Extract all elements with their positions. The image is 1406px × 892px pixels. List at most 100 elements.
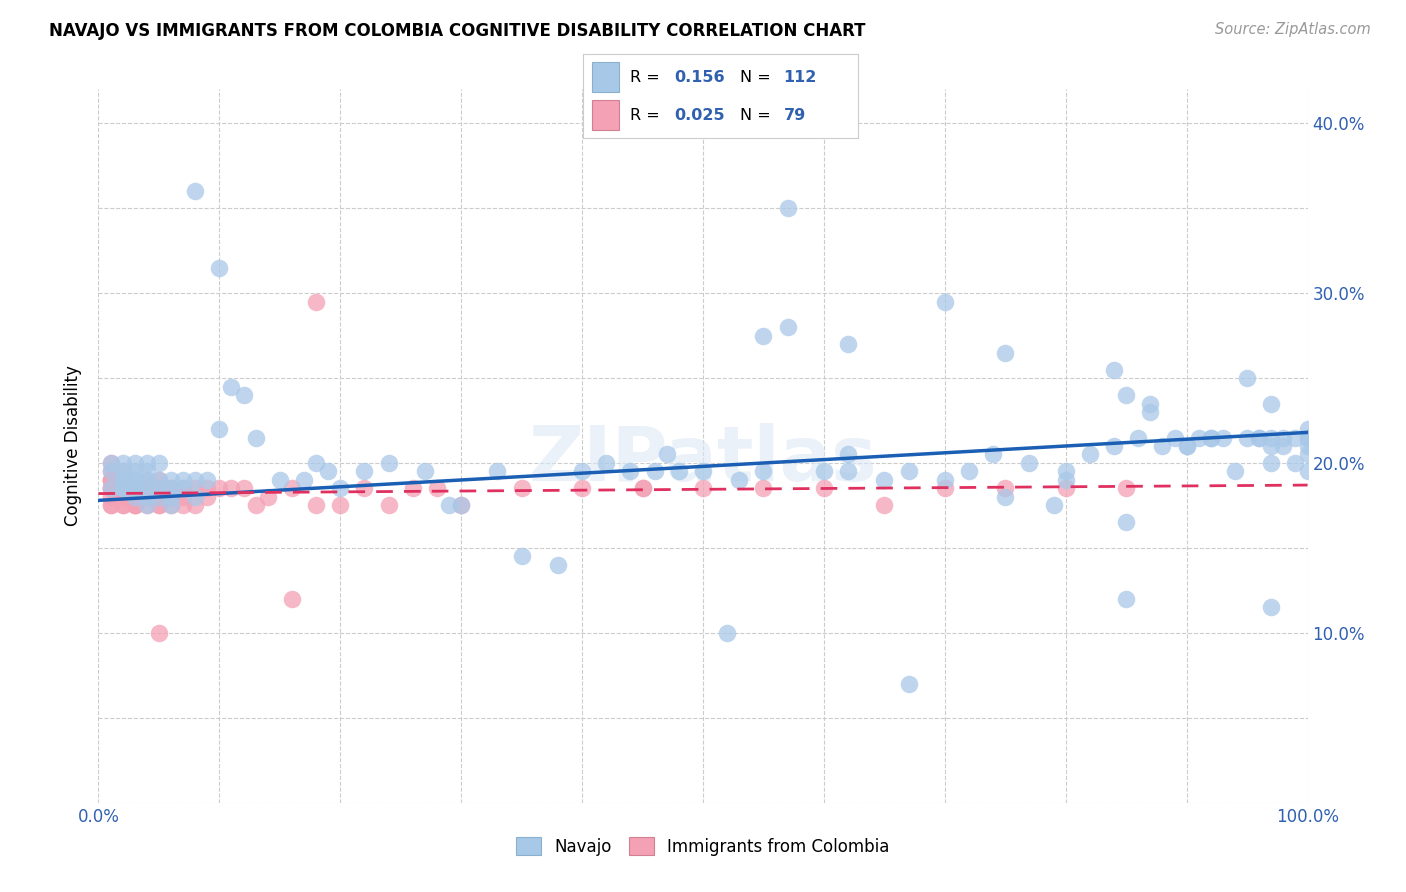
Point [124,490,146,504]
Point [160,482,183,496]
Point [292,473,315,487]
Point [1042,499,1064,513]
Point [124,499,146,513]
Point [329,482,352,496]
Point [1115,516,1137,530]
Point [100,473,122,487]
Point [1128,430,1150,444]
Point [1199,430,1222,444]
Point [1175,439,1198,453]
Point [100,465,122,479]
Point [148,482,170,496]
Point [1163,430,1185,444]
Bar [592,62,619,92]
Point [486,465,509,479]
Point [172,482,194,496]
Point [100,482,122,496]
Point [111,473,134,487]
Point [994,482,1017,496]
Point [100,482,122,496]
Point [135,465,157,479]
Point [208,422,231,436]
Point [232,388,254,402]
Point [111,456,134,470]
Point [571,465,593,479]
Point [1212,430,1234,444]
Point [305,294,328,309]
Point [1054,482,1077,496]
Point [111,499,134,513]
Point [124,482,146,496]
Point [148,499,170,513]
Point [619,465,641,479]
Legend: Navajo, Immigrants from Colombia: Navajo, Immigrants from Colombia [510,830,896,863]
Point [124,473,146,487]
Point [124,482,146,496]
Point [111,482,134,496]
Point [111,482,134,496]
Point [111,473,134,487]
Point [934,473,956,487]
Point [934,294,956,309]
Point [377,499,399,513]
Text: ZIPatlas: ZIPatlas [529,424,877,497]
Point [1260,600,1282,615]
Point [692,482,714,496]
Point [813,482,835,496]
Point [135,473,157,487]
Point [208,260,231,275]
Point [195,490,218,504]
Point [135,482,157,496]
Point [402,482,425,496]
Point [1296,448,1319,462]
Point [631,482,654,496]
Point [124,465,146,479]
Point [1296,439,1319,453]
Point [135,473,157,487]
Point [184,490,207,504]
Point [135,490,157,504]
Point [256,490,278,504]
Point [776,201,799,215]
Point [135,499,157,513]
Point [316,465,339,479]
Point [716,626,738,640]
Text: R =: R = [630,70,659,85]
Point [1188,430,1211,444]
Point [353,465,375,479]
Point [135,490,157,504]
Text: NAVAJO VS IMMIGRANTS FROM COLOMBIA COGNITIVE DISABILITY CORRELATION CHART: NAVAJO VS IMMIGRANTS FROM COLOMBIA COGNI… [49,22,866,40]
Point [135,499,157,513]
Point [148,473,170,487]
Point [1260,456,1282,470]
Point [172,482,194,496]
Point [135,482,157,496]
Point [1272,430,1295,444]
Point [1223,465,1246,479]
Point [776,320,799,334]
Point [1296,430,1319,444]
Point [837,337,859,351]
Point [124,456,146,470]
Point [195,482,218,496]
Point [160,499,183,513]
Point [1296,430,1319,444]
Text: N =: N = [740,70,770,85]
Point [195,473,218,487]
Point [1296,465,1319,479]
Point [1115,482,1137,496]
Point [184,184,207,198]
Point [873,499,896,513]
Point [221,379,243,393]
Point [100,499,122,513]
Point [644,465,666,479]
Text: 0.025: 0.025 [673,108,724,123]
Point [994,345,1017,359]
Point [1018,456,1040,470]
Point [655,448,678,462]
Point [124,482,146,496]
Point [124,473,146,487]
Point [160,499,183,513]
Point [728,473,751,487]
Point [1260,396,1282,410]
